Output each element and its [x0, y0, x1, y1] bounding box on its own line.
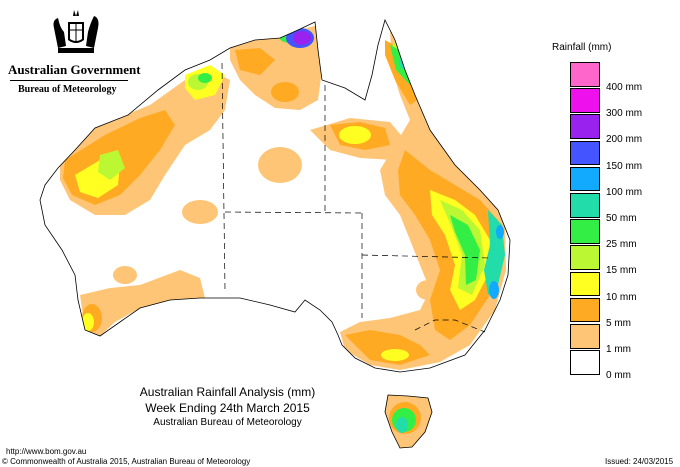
legend-label: 25 mm — [606, 239, 637, 251]
agency-title: Bureau of Meteorology — [18, 84, 117, 95]
legend-label: 5 mm — [606, 317, 631, 329]
legend-title: Rainfall (mm) — [552, 42, 612, 53]
rainfall-150-300mm-areas — [286, 28, 314, 48]
footer-url[interactable]: http://www.bom.gov.au — [6, 447, 87, 456]
government-logo: Australian Government Bureau of Meteorol… — [8, 8, 141, 98]
government-title: Australian Government — [8, 62, 141, 77]
legend-swatch — [570, 88, 600, 113]
footer-copyright: © Commonwealth of Australia 2015, Austra… — [2, 457, 251, 466]
legend-label: 150 mm — [606, 160, 643, 172]
legend-label: 400 mm — [606, 82, 643, 93]
legend-swatch — [570, 219, 600, 244]
legend-swatch — [570, 166, 600, 192]
legend-label: 200 mm — [606, 134, 643, 146]
legend-swatch — [570, 62, 600, 87]
legend-swatch — [570, 245, 600, 270]
legend-label: 10 mm — [606, 291, 637, 303]
legend-swatch — [570, 350, 600, 375]
tasmania — [384, 394, 433, 449]
legend-label: 1 mm — [606, 344, 631, 355]
legend-swatch — [570, 271, 600, 297]
legend-swatch — [570, 140, 600, 166]
footer-issued: Issued: 24/03/2015 — [605, 457, 674, 466]
map-period: Week Ending 24th March 2015 — [145, 401, 310, 415]
state-borders — [221, 62, 491, 333]
coat-of-arms-icon — [53, 10, 99, 53]
legend-label: 300 mm — [606, 108, 643, 120]
map-title: Australian Rainfall Analysis (mm) — [139, 385, 316, 399]
logo-divider — [10, 80, 128, 81]
rainfall-legend: Rainfall (mm) 400 mm 300 mm 200 mm 150 mm 10… — [552, 42, 675, 387]
map-title-block: Australian Rainfall Analysis (mm) Week E… — [120, 385, 335, 428]
rainfall-100mm-areas — [489, 225, 504, 299]
legend-swatch — [570, 297, 600, 323]
legend-label: 100 mm — [606, 186, 643, 198]
legend-swatch — [570, 324, 600, 349]
legend-swatch — [570, 193, 600, 218]
legend-label: 50 mm — [606, 213, 637, 224]
legend-swatch — [570, 114, 600, 139]
legend-label: 0 mm — [606, 370, 631, 382]
map-source: Australian Bureau of Meteorology — [153, 417, 302, 428]
legend-label: 15 mm — [606, 265, 637, 277]
